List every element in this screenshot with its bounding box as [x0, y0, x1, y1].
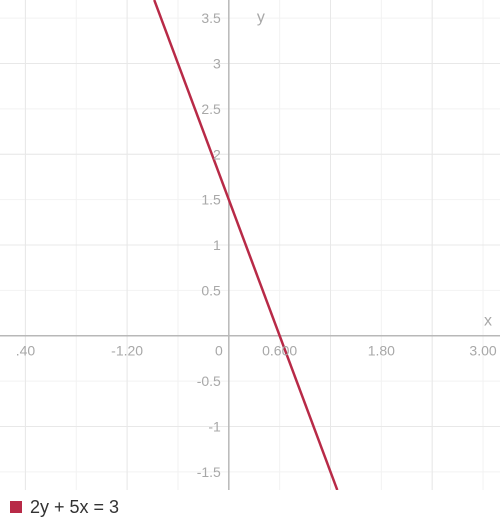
svg-text:2: 2 — [213, 146, 221, 162]
chart-area: .40 -1.20 0 0.600 1.80 3.00 3.5 3 2.5 2 1.5 1 0.5 -0.… — [0, 0, 500, 490]
chart-container: .40 -1.20 0 0.600 1.80 3.00 3.5 3 2.5 2 1.5 1 0.5 -0.… — [0, 0, 500, 524]
svg-text:3: 3 — [213, 56, 221, 72]
svg-text:-1.20: -1.20 — [111, 343, 143, 359]
svg-text:2.5: 2.5 — [201, 101, 221, 117]
svg-text:1.80: 1.80 — [368, 343, 395, 359]
legend: 2y + 5x = 3 — [0, 490, 500, 524]
chart-svg: .40 -1.20 0 0.600 1.80 3.00 3.5 3 2.5 2 1.5 1 0.5 -0.… — [0, 0, 500, 490]
svg-text:-1.5: -1.5 — [197, 464, 221, 480]
svg-text:-1: -1 — [208, 418, 221, 434]
svg-text:0.5: 0.5 — [201, 282, 221, 298]
svg-text:1: 1 — [213, 237, 221, 253]
legend-marker-icon — [10, 501, 22, 513]
svg-text:y: y — [257, 9, 265, 26]
svg-text:3.5: 3.5 — [201, 10, 221, 26]
svg-text:x: x — [484, 313, 492, 330]
svg-text:3.00: 3.00 — [469, 343, 496, 359]
svg-text:0.600: 0.600 — [262, 343, 297, 359]
svg-text:0: 0 — [215, 343, 223, 359]
svg-text:1.5: 1.5 — [201, 192, 221, 208]
svg-text:.40: .40 — [16, 343, 36, 359]
svg-text:-0.5: -0.5 — [197, 373, 221, 389]
legend-text: 2y + 5x = 3 — [30, 497, 119, 518]
